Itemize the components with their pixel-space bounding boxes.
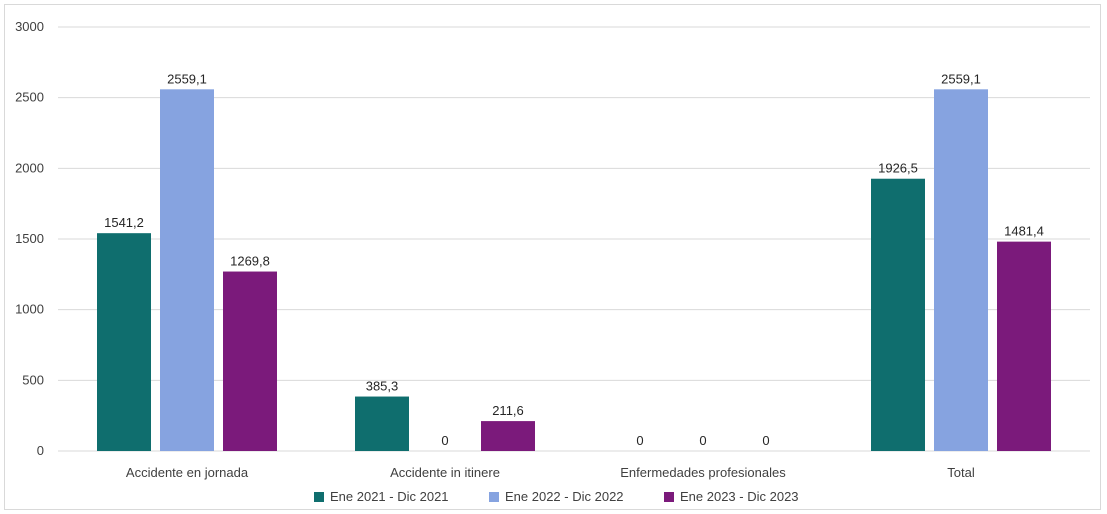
bar xyxy=(160,89,214,451)
data-label: 211,6 xyxy=(492,403,524,418)
y-tick-label: 1500 xyxy=(15,231,44,246)
bar xyxy=(223,271,277,451)
y-tick-label: 0 xyxy=(37,443,44,458)
legend-swatch xyxy=(314,492,324,502)
bar xyxy=(934,89,988,451)
x-tick-label: Total xyxy=(947,465,975,480)
data-label: 1269,8 xyxy=(230,254,270,269)
data-label: 0 xyxy=(636,433,643,448)
x-tick-label: Accidente in itinere xyxy=(390,465,500,480)
bar xyxy=(355,396,409,451)
data-label: 1926,5 xyxy=(878,161,918,176)
data-label: 0 xyxy=(441,433,448,448)
data-label: 0 xyxy=(762,433,769,448)
bar xyxy=(871,178,925,452)
x-tick-label: Accidente en jornada xyxy=(126,465,249,480)
y-tick-label: 500 xyxy=(22,372,44,387)
data-label: 2559,1 xyxy=(167,71,207,86)
data-label: 2559,1 xyxy=(941,71,981,86)
bar xyxy=(97,233,151,451)
data-label: 0 xyxy=(699,433,706,448)
bar xyxy=(997,241,1051,451)
legend-swatch xyxy=(489,492,499,502)
legend-label: Ene 2023 - Dic 2023 xyxy=(680,489,799,504)
x-tick-label: Enfermedades profesionales xyxy=(620,465,786,480)
legend-swatch xyxy=(664,492,674,502)
y-tick-label: 3000 xyxy=(15,19,44,34)
y-tick-label: 2000 xyxy=(15,160,44,175)
data-label: 1481,4 xyxy=(1004,224,1044,239)
y-tick-label: 1000 xyxy=(15,302,44,317)
data-label: 1541,2 xyxy=(104,215,144,230)
bar xyxy=(481,421,535,451)
legend-label: Ene 2022 - Dic 2022 xyxy=(505,489,624,504)
data-label: 385,3 xyxy=(366,379,399,394)
legend-label: Ene 2021 - Dic 2021 xyxy=(330,489,449,504)
y-tick-label: 2500 xyxy=(15,90,44,105)
